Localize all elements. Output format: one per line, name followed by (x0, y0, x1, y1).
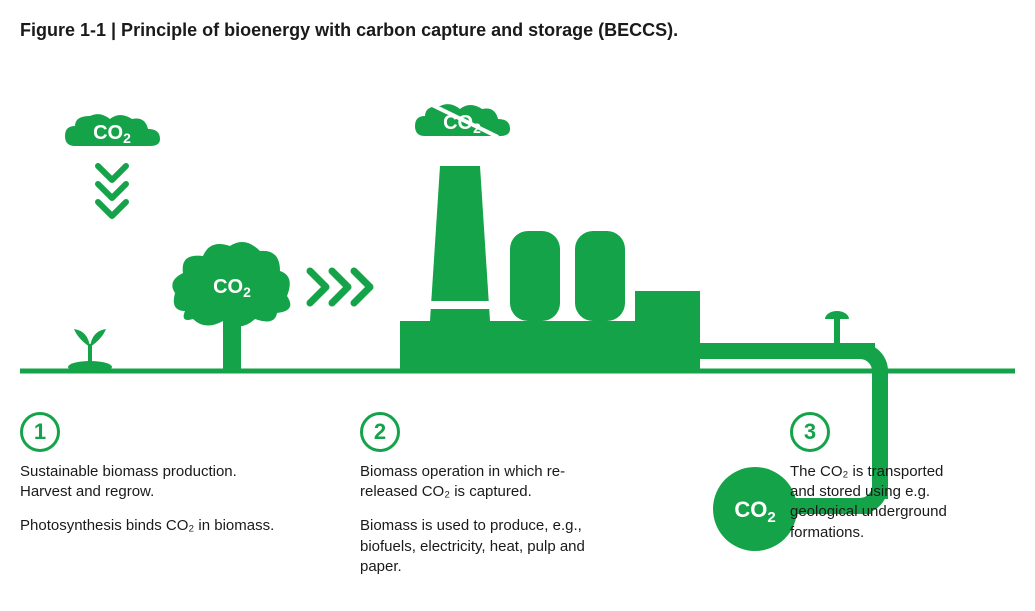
step-1-para-2: Photosynthesis binds CO₂ in biomass. (20, 516, 280, 536)
step-2-para-2: Biomass is used to produce, e.g., biofue… (360, 516, 620, 577)
step-3-para-1: The CO₂ is transported and stored using … (790, 462, 970, 543)
step-2-text: Biomass operation in which re-released C… (360, 462, 620, 577)
step-1-para-1: Sustainable biomass production. Harvest … (20, 462, 280, 503)
step-1-column: 1 Sustainable biomass production. Harves… (20, 402, 360, 591)
step-2-badge: 2 (360, 412, 400, 452)
step-1-badge: 1 (20, 412, 60, 452)
co2-cloud-captured: CO2 (415, 103, 510, 137)
step-3-column: 3 The CO₂ is transported and stored usin… (790, 402, 1015, 591)
step-2-column: 2 Biomass operation in which re-released… (360, 402, 790, 591)
co2-cloud-atmosphere: CO2 (65, 114, 160, 146)
figure-title: Figure 1-1 | Principle of bioenergy with… (20, 20, 1015, 41)
step-1-text: Sustainable biomass production. Harvest … (20, 462, 280, 537)
step-3-badge: 3 (790, 412, 830, 452)
sprout-icon (68, 329, 112, 373)
factory-icon (400, 166, 700, 369)
right-chevrons-icon (310, 271, 370, 303)
tree-icon: CO2 (172, 242, 290, 371)
step-2-para-1: Biomass operation in which re-released C… (360, 462, 620, 503)
step-3-text: The CO₂ is transported and stored using … (790, 462, 970, 543)
valve-icon (825, 311, 849, 343)
down-chevrons-icon (98, 166, 126, 216)
beccs-diagram: CO2 CO2 CO2 (20, 71, 1015, 591)
captions-row: 1 Sustainable biomass production. Harves… (20, 402, 1015, 591)
